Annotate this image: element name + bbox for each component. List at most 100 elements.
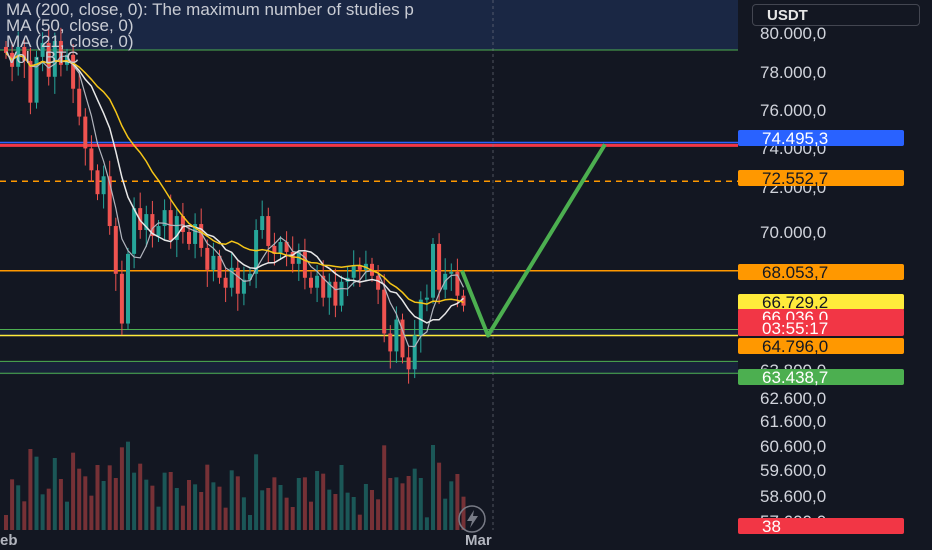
candle-body-75 xyxy=(461,295,466,306)
candle-body-3 xyxy=(22,46,27,61)
candle-body-57 xyxy=(351,265,356,278)
candle-body-69 xyxy=(424,297,429,300)
volume-bar-46 xyxy=(284,497,289,530)
volume-bar-21 xyxy=(132,472,137,530)
candle-body-38 xyxy=(235,267,240,294)
volume-bar-11 xyxy=(71,452,76,530)
candle-body-33 xyxy=(205,247,210,270)
volume-bar-37 xyxy=(229,470,234,530)
price-label-bg-7 xyxy=(738,369,904,385)
price-label-bg-5 xyxy=(738,320,904,336)
indicator-legend[interactable]: MA (200, close, 0): The maximum number o… xyxy=(6,0,414,67)
volume-bar-59 xyxy=(363,484,368,530)
price-label-7: 63.438,7 xyxy=(762,368,828,387)
candle-body-47 xyxy=(290,251,295,264)
candle-body-55 xyxy=(339,281,344,306)
volume-bar-33 xyxy=(205,464,210,530)
volume-bar-39 xyxy=(241,497,246,530)
candle-body-67 xyxy=(412,335,417,370)
y-tick-2: 76.000,0 xyxy=(760,101,826,120)
volume-bar-36 xyxy=(223,507,228,530)
candle-body-30 xyxy=(187,232,191,244)
volume-bar-15 xyxy=(95,465,100,530)
candle-body-20 xyxy=(126,253,130,324)
legend-ma21[interactable]: MA (21, close, 0) xyxy=(6,32,134,51)
y-tick-0: 80.000,0 xyxy=(760,24,826,43)
candle-body-62 xyxy=(382,289,387,334)
candle-body-19 xyxy=(119,273,124,324)
candle-body-13 xyxy=(83,116,88,149)
volume-bar-63 xyxy=(388,478,393,530)
volume-bar-68 xyxy=(418,478,423,530)
candle-body-35 xyxy=(217,255,222,278)
candle-body-2 xyxy=(16,46,21,67)
volume-bar-6 xyxy=(40,494,45,530)
volume-bar-75 xyxy=(461,496,466,530)
volume-bar-22 xyxy=(138,463,143,530)
ma21-line xyxy=(5,52,465,348)
candle-body-37 xyxy=(229,267,234,288)
volume-bar-34 xyxy=(211,482,216,530)
candle-body-24 xyxy=(150,214,155,236)
volume-bar-52 xyxy=(321,473,326,530)
volume-bar-28 xyxy=(174,488,179,530)
price-label-bg-1 xyxy=(738,170,904,186)
legend-ma50[interactable]: MA (50, close, 0) xyxy=(6,16,134,35)
price-label-0: 74.495,3 xyxy=(762,129,828,148)
candle-body-61 xyxy=(376,275,381,290)
candle-body-42 xyxy=(260,216,265,231)
x-label-left: eb xyxy=(0,532,18,549)
y-tick-5: 70.000,0 xyxy=(760,223,826,242)
legend-ma200[interactable]: MA (200, close, 0): The maximum number o… xyxy=(6,0,414,19)
legend-volume[interactable]: Vol · BTC xyxy=(6,48,79,67)
candle-body-41 xyxy=(254,230,259,274)
volume-bar-73 xyxy=(449,481,454,530)
candle-body-6 xyxy=(40,42,45,57)
y-tick-8: 61.600,0 xyxy=(760,412,826,431)
ma200-line xyxy=(5,52,464,305)
candle-body-29 xyxy=(180,216,185,232)
volume-bar-65 xyxy=(400,483,405,530)
candle-body-66 xyxy=(406,357,411,370)
top-highlight-zone xyxy=(0,0,738,50)
candle-body-25 xyxy=(156,226,161,236)
volume-bar-9 xyxy=(58,479,63,530)
flash-icon[interactable] xyxy=(458,505,486,533)
candle-body-63 xyxy=(388,333,393,352)
volume-bar-48 xyxy=(296,478,301,530)
volume-bar-71 xyxy=(437,462,442,530)
candle-body-40 xyxy=(248,273,252,280)
candle-body-39 xyxy=(241,279,246,294)
candle-body-70 xyxy=(431,243,435,298)
candle-body-58 xyxy=(357,265,362,270)
volume-bar-7 xyxy=(46,488,51,530)
volume-bar-26 xyxy=(162,472,167,530)
candle-body-68 xyxy=(418,299,423,336)
candle-body-46 xyxy=(284,241,289,252)
candle-body-32 xyxy=(199,224,204,248)
volume-bar-8 xyxy=(52,458,57,530)
volume-bar-5 xyxy=(34,456,39,530)
candle-body-17 xyxy=(107,176,112,227)
candle-body-74 xyxy=(455,271,460,296)
price-label-2: 68.053,7 xyxy=(762,263,828,282)
support-zones xyxy=(0,329,738,375)
price-label-3: 66.729,2 xyxy=(762,293,828,312)
currency-selector[interactable]: USDT xyxy=(752,4,920,26)
volume-bar-58 xyxy=(357,514,362,530)
volume-bar-40 xyxy=(248,515,252,530)
volume-bars xyxy=(4,441,466,530)
volume-bar-56 xyxy=(345,492,350,530)
candle-body-43 xyxy=(266,216,271,246)
candle-body-54 xyxy=(333,281,338,306)
volume-bar-70 xyxy=(431,445,435,530)
volume-bar-18 xyxy=(113,478,118,530)
candle-body-53 xyxy=(327,281,332,298)
volume-bar-31 xyxy=(193,484,198,530)
volume-bar-19 xyxy=(119,447,124,530)
candle-body-4 xyxy=(28,60,33,103)
y-tick-7: 62.600,0 xyxy=(760,389,826,408)
candle-body-14 xyxy=(89,148,94,171)
volume-bar-13 xyxy=(83,476,88,530)
